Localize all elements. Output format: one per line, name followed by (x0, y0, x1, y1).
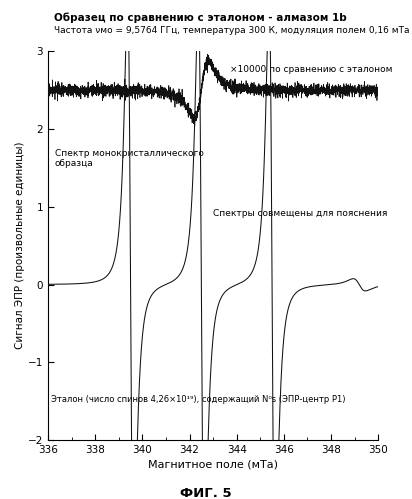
Text: Эталон (число спинов 4,26×10¹⁹), содержащий N⁰s (ЭПР-центр P1): Эталон (число спинов 4,26×10¹⁹), содержа… (52, 395, 346, 404)
X-axis label: Магнитное поле (мТа): Магнитное поле (мТа) (148, 459, 278, 469)
Text: Спектр монокристаллического
образца: Спектр монокристаллического образца (55, 149, 204, 168)
Text: ФИГ. 5: ФИГ. 5 (180, 487, 232, 499)
Text: Образец по сравнению с эталоном - алмазом 1b: Образец по сравнению с эталоном - алмазо… (54, 12, 346, 23)
Y-axis label: Сигнал ЭПР (произвольные единицы): Сигнал ЭПР (произвольные единицы) (15, 142, 25, 349)
Text: ×10000 по сравнению с эталоном: ×10000 по сравнению с эталоном (229, 65, 392, 74)
Text: Спектры совмещены для пояснения: Спектры совмещены для пояснения (213, 209, 387, 218)
Text: Частота νмо = 9,5764 ГГц, температура 300 К, модуляция полем 0,16 мТа: Частота νмо = 9,5764 ГГц, температура 30… (54, 26, 409, 35)
